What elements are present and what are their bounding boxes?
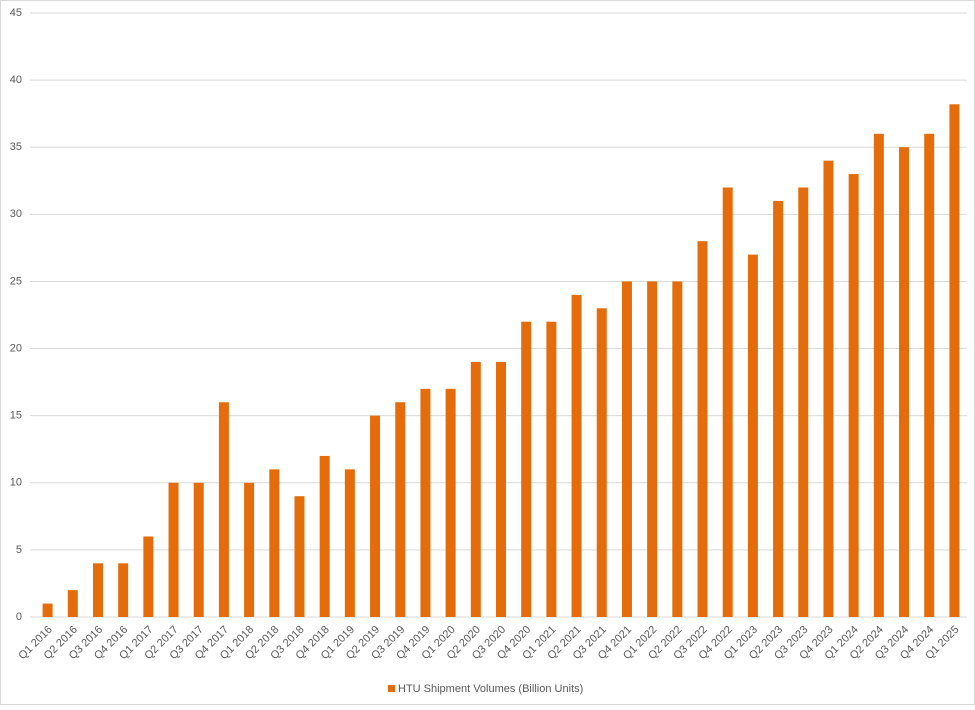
bar [218,402,229,617]
bar [244,482,255,617]
bar [546,321,557,617]
bar [773,200,784,617]
y-tick-label: 30 [10,208,22,220]
bar [269,469,280,617]
bar [143,536,154,617]
bar [672,281,683,617]
bar [42,603,53,617]
bar [470,361,481,617]
bar [899,147,910,617]
legend-label: HTU Shipment Volumes (Billion Units) [398,683,583,695]
y-tick-label: 45 [10,7,22,19]
bar [924,133,935,618]
bar [420,388,431,617]
bar [445,388,456,617]
bar [344,469,355,617]
bar [67,590,78,617]
bar [521,321,532,617]
bar [571,294,582,617]
legend: HTU Shipment Volumes (Billion Units) [388,683,583,695]
y-tick-label: 15 [10,410,22,422]
bar [949,104,960,617]
y-tick-label: 5 [16,544,22,556]
bar [92,563,103,617]
y-tick-label: 40 [10,74,22,86]
bar [848,174,859,618]
bar [395,402,406,617]
bar [798,187,809,617]
bar [747,254,758,617]
bar [294,496,305,617]
y-tick-label: 10 [10,477,22,489]
bar [319,455,330,617]
bar [873,133,884,618]
bar [647,281,658,617]
bar [118,563,129,617]
bar [697,241,708,617]
y-tick-label: 0 [16,611,22,623]
y-tick-label: 25 [10,275,22,287]
bar [722,187,733,617]
legend-swatch [388,685,395,692]
bar [823,160,834,617]
bar [370,415,381,617]
y-tick-label: 20 [10,342,22,354]
bar [193,482,204,617]
bar [596,308,607,617]
bar [496,361,506,617]
bar [168,482,179,617]
y-tick-label: 35 [10,141,22,153]
bar [621,281,632,617]
